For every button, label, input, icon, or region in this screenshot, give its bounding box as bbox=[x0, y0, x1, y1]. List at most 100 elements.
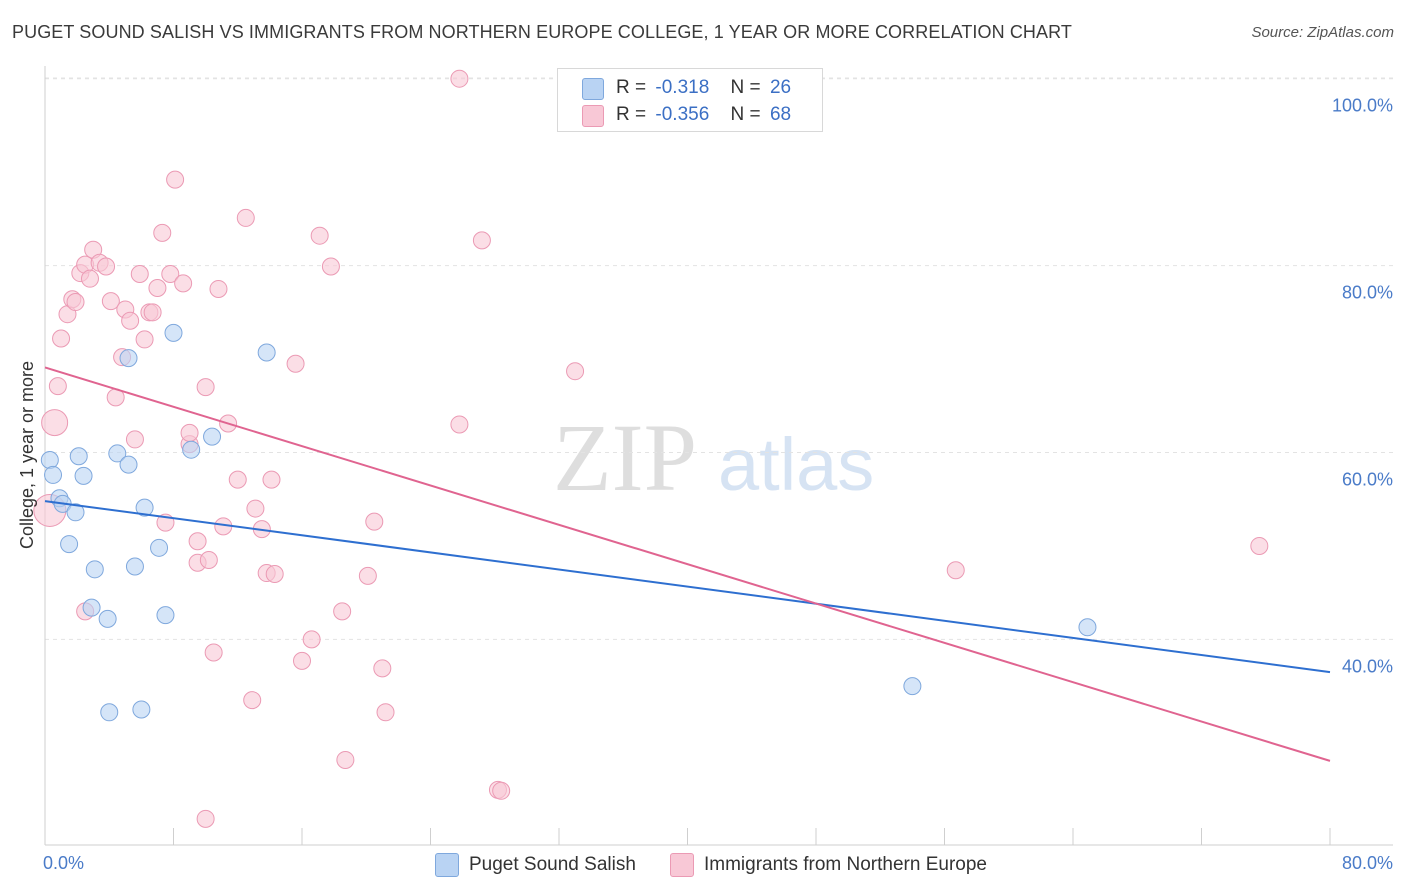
data-point bbox=[119, 455, 138, 474]
data-point bbox=[150, 538, 169, 557]
data-point bbox=[164, 323, 183, 342]
data-point bbox=[333, 602, 352, 621]
data-point bbox=[166, 170, 185, 189]
data-point bbox=[209, 279, 228, 298]
data-point bbox=[566, 362, 585, 381]
data-point bbox=[228, 470, 247, 489]
data-point bbox=[450, 69, 469, 88]
legend-pink-label: Immigrants from Northern Europe bbox=[704, 854, 987, 875]
y-tick-label-100: 100.0% bbox=[1332, 96, 1393, 116]
data-point bbox=[180, 423, 199, 442]
blue-r-value: -0.318 bbox=[655, 77, 710, 98]
data-point bbox=[135, 498, 154, 517]
data-point bbox=[66, 293, 85, 312]
blue-swatch bbox=[582, 78, 604, 100]
data-point bbox=[82, 598, 101, 617]
data-point bbox=[98, 609, 117, 628]
data-point bbox=[97, 257, 116, 276]
source-label: Source: ZipAtlas.com bbox=[1251, 24, 1394, 41]
data-point bbox=[130, 265, 149, 284]
data-point bbox=[143, 303, 162, 322]
x-tick-label-0: 0.0% bbox=[43, 853, 84, 873]
data-point bbox=[365, 512, 384, 531]
data-point bbox=[85, 560, 104, 579]
data-point bbox=[74, 466, 93, 485]
data-point bbox=[358, 566, 377, 585]
legend-blue-label: Puget Sound Salish bbox=[469, 854, 636, 875]
data-point bbox=[262, 470, 281, 489]
data-point bbox=[125, 557, 144, 576]
pink-n-label: N = bbox=[730, 104, 761, 125]
data-point bbox=[302, 630, 321, 649]
data-point bbox=[41, 409, 69, 437]
data-point bbox=[153, 223, 172, 242]
legend-pink-swatch bbox=[670, 853, 694, 877]
data-point bbox=[161, 265, 180, 284]
data-point bbox=[1250, 536, 1269, 555]
chart-title: PUGET SOUND SALISH VS IMMIGRANTS FROM NO… bbox=[12, 22, 1073, 42]
data-point bbox=[336, 750, 355, 769]
data-point bbox=[1078, 618, 1097, 637]
pink-n-value: 68 bbox=[769, 104, 792, 125]
watermark: ZIP atlas bbox=[553, 404, 874, 511]
blue-n-value: 26 bbox=[769, 77, 792, 98]
trendline-immigrants-from-northern-europe bbox=[44, 366, 1331, 762]
data-point bbox=[174, 274, 193, 293]
data-point bbox=[450, 415, 469, 434]
data-point bbox=[236, 208, 255, 227]
series-puget-sound-salish bbox=[40, 323, 1097, 722]
data-point bbox=[903, 677, 922, 696]
y-axis-label: College, 1 year or more bbox=[17, 361, 37, 549]
data-point bbox=[373, 659, 392, 678]
data-point bbox=[946, 561, 965, 580]
stats-box: R = -0.318 N = 26 R = -0.356 N = 68 bbox=[557, 68, 823, 132]
blue-r-label: R = bbox=[616, 77, 647, 98]
data-point bbox=[148, 279, 167, 298]
data-point bbox=[66, 503, 85, 522]
data-point bbox=[182, 440, 201, 459]
data-point bbox=[203, 427, 222, 446]
data-point bbox=[286, 354, 305, 373]
y-tick-label-60: 60.0% bbox=[1342, 470, 1393, 490]
data-point bbox=[376, 703, 395, 722]
data-point bbox=[101, 292, 120, 311]
data-point bbox=[121, 311, 140, 330]
data-point bbox=[60, 535, 79, 554]
grid bbox=[45, 77, 1393, 640]
data-point bbox=[265, 564, 284, 583]
data-point bbox=[48, 377, 67, 396]
data-point bbox=[196, 809, 215, 828]
series-immigrants-from-northern-europe bbox=[33, 69, 1269, 828]
y-tick-label-80: 80.0% bbox=[1342, 283, 1393, 303]
data-point bbox=[69, 447, 88, 466]
watermark-zip: ZIP bbox=[553, 404, 697, 511]
pink-r-label: R = bbox=[616, 104, 647, 125]
data-point bbox=[293, 651, 311, 670]
data-point bbox=[188, 532, 207, 551]
data-point bbox=[204, 643, 223, 662]
data-point bbox=[243, 691, 262, 710]
legend: Puget Sound Salish Immigrants from North… bbox=[0, 852, 1406, 878]
data-point bbox=[119, 349, 138, 368]
data-point bbox=[125, 430, 144, 449]
data-point bbox=[52, 329, 71, 348]
pink-r-value: -0.356 bbox=[655, 104, 710, 125]
data-point bbox=[108, 444, 127, 463]
data-point bbox=[132, 700, 151, 719]
data-point bbox=[100, 703, 119, 722]
x-tick-label-80: 80.0% bbox=[1342, 853, 1393, 873]
pink-swatch bbox=[582, 105, 604, 127]
data-point bbox=[472, 231, 491, 250]
data-point bbox=[44, 465, 63, 484]
ticks: 40.0% 60.0% 80.0% 100.0% 0.0% 80.0% bbox=[43, 96, 1393, 873]
data-point bbox=[156, 606, 175, 625]
watermark-atlas: atlas bbox=[718, 423, 874, 506]
trendlines bbox=[44, 366, 1331, 762]
data-point bbox=[199, 550, 218, 569]
y-tick-label-40: 40.0% bbox=[1342, 656, 1393, 676]
data-point bbox=[80, 269, 99, 288]
blue-n-label: N = bbox=[730, 77, 761, 98]
data-point bbox=[310, 226, 329, 245]
data-point bbox=[40, 450, 59, 469]
